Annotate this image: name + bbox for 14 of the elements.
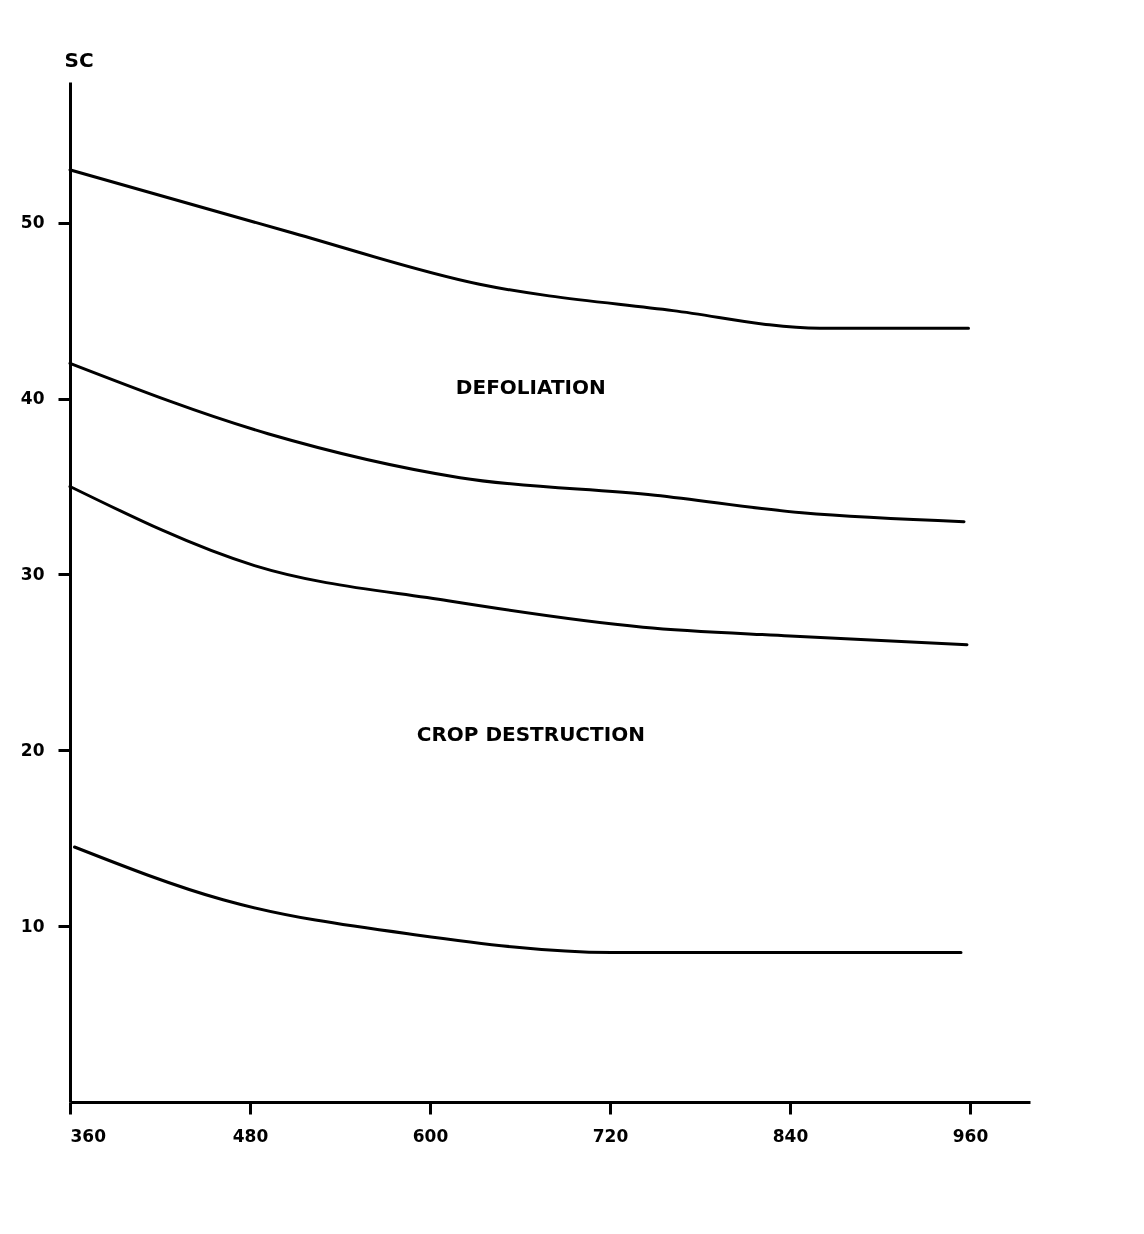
x-tick-label: 600 — [412, 1125, 449, 1146]
x-tick-label: 360 — [70, 1125, 107, 1146]
y-tick-label: 10 — [20, 915, 45, 936]
x-tick-label: 720 — [592, 1125, 629, 1146]
x-tick-label: 960 — [952, 1125, 989, 1146]
x-tick-label: 840 — [772, 1125, 809, 1146]
annotation: DEFOLIATION — [455, 375, 606, 399]
y-axis-title: SC — [64, 47, 94, 72]
y-tick-label: 20 — [20, 739, 45, 760]
y-tick-label: 30 — [20, 563, 45, 584]
annotation: CROP DESTRUCTION — [416, 721, 645, 746]
x-tick-label: 480 — [232, 1125, 269, 1146]
y-tick-label: 50 — [20, 212, 45, 233]
y-tick-label: 40 — [20, 388, 45, 409]
